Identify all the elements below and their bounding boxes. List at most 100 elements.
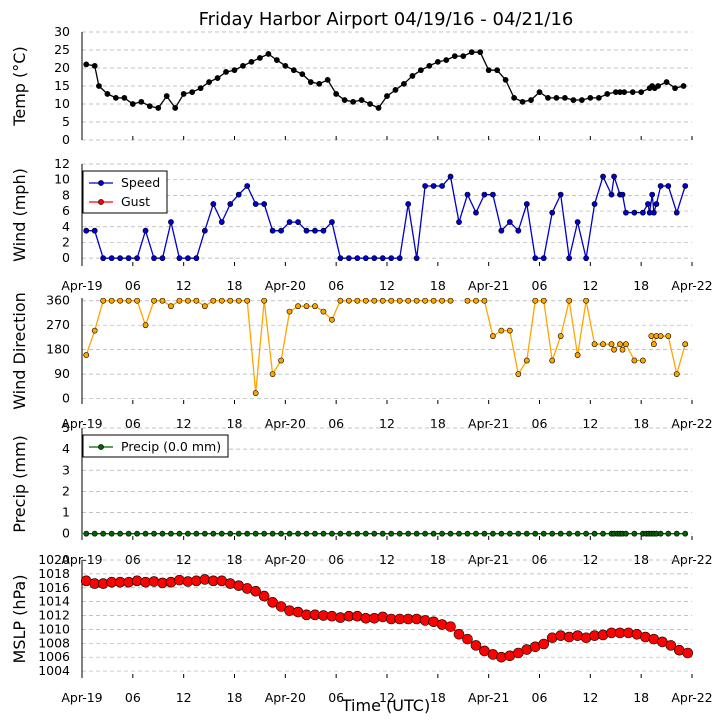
data-point (227, 530, 234, 537)
data-point (83, 530, 90, 537)
data-point (528, 97, 534, 103)
panel-dir: 0 90 180 270 360 Apr-19 06 12 18 Apr-20 06 12 18 Apr-… (10, 292, 713, 431)
y-tick-label: 1020 (38, 552, 70, 567)
data-point (673, 371, 680, 378)
x-tick-label: Apr-19 (61, 690, 102, 705)
data-point (193, 297, 200, 304)
data-point (650, 341, 657, 348)
data-point (379, 297, 386, 304)
data-point (362, 530, 369, 537)
y-tick-label: 360 (46, 293, 70, 308)
data-point (485, 67, 492, 74)
panel-mslp: 100410061008101010121014101610181020Apr-… (10, 552, 713, 705)
y-tick-label: 12 (54, 156, 70, 171)
data-point (481, 191, 488, 198)
data-point (252, 201, 259, 207)
data-point (413, 297, 420, 304)
y-tick-label: 25 (54, 42, 70, 57)
data-point (447, 297, 454, 304)
data-point (134, 530, 140, 537)
data-point (159, 255, 166, 262)
legend-label: Precip (0.0 mm) (121, 439, 221, 454)
data-point (324, 76, 331, 83)
data-point (295, 303, 301, 310)
x-tick-label: Apr-21 (468, 690, 509, 705)
data-point (498, 530, 505, 537)
x-tick-label: Apr-22 (671, 690, 712, 705)
data-point (146, 103, 153, 110)
data-point (447, 173, 454, 180)
data-point (197, 85, 204, 92)
data-point (583, 255, 589, 262)
data-point (511, 94, 517, 101)
data-point (316, 80, 323, 87)
data-point (252, 390, 259, 397)
x-tick-label: Apr-21 (468, 278, 509, 293)
y-tick-label: 90 (54, 366, 70, 381)
data-point (591, 341, 598, 348)
data-point (303, 530, 310, 537)
data-point (439, 297, 445, 304)
data-point (621, 89, 628, 96)
data-point (682, 647, 694, 659)
data-point (502, 76, 509, 83)
data-point (523, 530, 530, 537)
data-point (470, 640, 482, 651)
data-point (379, 530, 386, 537)
data-point (540, 297, 547, 304)
data-point (286, 308, 293, 315)
data-point (591, 530, 598, 537)
data-point (218, 530, 225, 537)
data-point (682, 530, 689, 537)
data-point (611, 346, 617, 353)
data-point (574, 219, 581, 225)
y-axis-label: MSLP (hPa) (10, 575, 29, 664)
data-point (388, 530, 395, 537)
y-tick-label: 2 (62, 483, 70, 498)
data-point (117, 297, 124, 304)
data-point (354, 530, 361, 537)
data-point (96, 83, 102, 89)
data-point (358, 97, 365, 103)
data-point (629, 89, 636, 96)
data-point (672, 85, 678, 92)
data-point (286, 219, 293, 225)
data-point (258, 590, 270, 602)
data-point (413, 255, 420, 262)
data-point (574, 530, 581, 537)
data-point (638, 89, 645, 96)
y-tick-label: 1016 (38, 580, 70, 595)
data-point (665, 183, 672, 189)
data-point (426, 62, 433, 69)
data-point (523, 357, 530, 364)
x-tick-label: 18 (430, 416, 446, 431)
data-point (623, 341, 629, 348)
data-point (405, 530, 412, 537)
data-point (439, 530, 445, 537)
y-tick-label: 1006 (38, 649, 70, 664)
x-tick-label: 12 (582, 278, 598, 293)
x-tick-label: 06 (328, 416, 344, 431)
x-tick-label: 06 (532, 552, 548, 567)
data-point (657, 183, 664, 189)
x-tick-label: 12 (176, 552, 192, 567)
data-point (587, 94, 594, 101)
data-point (623, 209, 629, 216)
data-point (214, 75, 221, 81)
data-point (515, 530, 522, 537)
data-point (388, 255, 395, 262)
data-point (591, 201, 598, 207)
data-point (172, 105, 179, 111)
data-point (490, 191, 496, 198)
y-tick-label: 30 (54, 24, 70, 39)
data-point (244, 297, 251, 304)
data-point (631, 357, 638, 364)
data-point (176, 530, 183, 537)
data-point (108, 530, 115, 537)
data-point (201, 303, 208, 310)
x-tick-label: 12 (176, 416, 192, 431)
y-tick-label: 2 (62, 234, 70, 249)
data-point (473, 209, 479, 216)
data-point (83, 61, 90, 68)
